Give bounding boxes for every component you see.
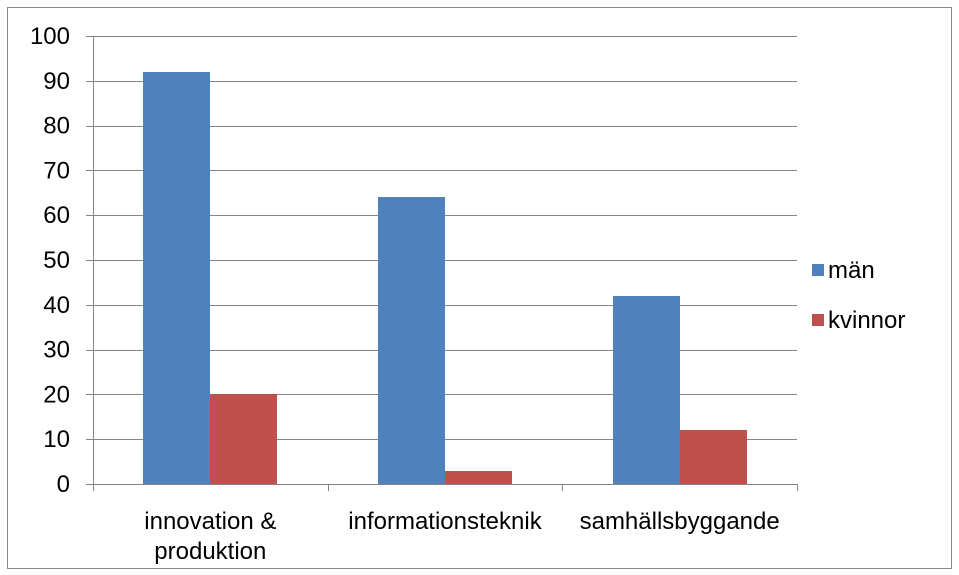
bar-män-informationsteknik [378,197,445,484]
y-tick-label-10: 10 [43,426,70,453]
bar-män-samhällsbyggande [613,296,680,484]
bar-kvinnor-innovation-produktion [210,394,277,484]
x-tick-label-line: produktion [154,538,266,565]
legend-label-män: män [828,257,875,284]
y-tick-label-0: 0 [57,471,70,498]
axes [86,36,798,491]
x-tick-label-line: innovation & [144,508,276,535]
legend-swatch-män [812,264,824,276]
tick-labels: 0 10 20 30 40 50 60 70 80 90 100 innovation & produk… [30,23,780,565]
y-tick-label-90: 90 [43,68,70,95]
legend-item-män: män [812,257,875,284]
bar-män-innovation-produktion [143,72,210,484]
y-tick-label-100: 100 [30,23,70,50]
y-tick-label-40: 40 [43,292,70,319]
y-tick-label-30: 30 [43,337,70,364]
y-tick-label-70: 70 [43,157,70,184]
legend: män kvinnor [812,257,905,334]
y-tick-label-80: 80 [43,113,70,140]
y-tick-label-60: 60 [43,202,70,229]
y-tick-label-50: 50 [43,247,70,274]
bars [143,72,747,484]
x-tick-label-informationsteknik: informationsteknik [348,508,542,535]
legend-label-kvinnor: kvinnor [828,307,905,334]
bar-kvinnor-samhällsbyggande [680,430,747,484]
y-tick-label-20: 20 [43,381,70,408]
legend-swatch-kvinnor [812,314,824,326]
x-tick-label-innovation-produktion: innovation & produktion [144,508,276,565]
x-tick-label-samhällsbyggande: samhällsbyggande [580,508,780,535]
legend-item-kvinnor: kvinnor [812,307,905,334]
bar-kvinnor-informationsteknik [445,471,512,484]
